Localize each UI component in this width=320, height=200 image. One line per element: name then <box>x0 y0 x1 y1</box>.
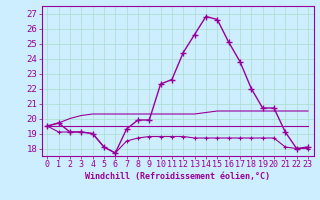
X-axis label: Windchill (Refroidissement éolien,°C): Windchill (Refroidissement éolien,°C) <box>85 172 270 181</box>
